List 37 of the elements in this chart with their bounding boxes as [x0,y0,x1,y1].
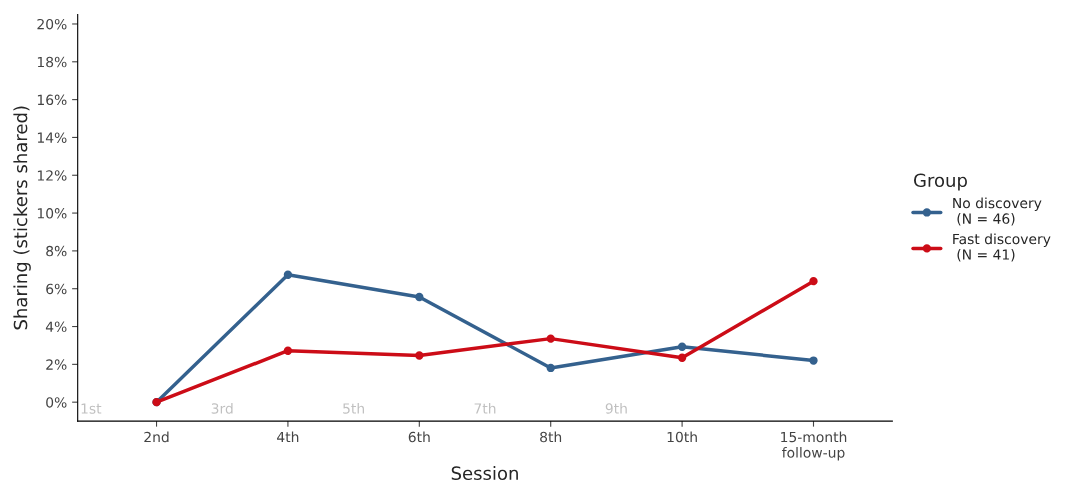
y-tick-label: 14% [37,132,67,143]
y-tick-label: 12% [37,170,67,181]
point [546,363,555,373]
x-tick-label: 10th [667,431,697,443]
x-tick-label: 15-month follow-up [781,431,847,461]
x-tick-label: 4th [277,431,299,443]
y-tick-label: 10% [37,208,67,219]
y-axis-title: Sharing (stickers shared) [13,106,31,330]
point [677,342,687,351]
x-axis-title: Session [451,466,518,481]
point [415,292,424,302]
point [415,351,424,360]
point [809,276,818,286]
x-tick-label: 6th [408,431,430,443]
y-tick-label: 20% [37,18,67,30]
point [283,346,293,355]
x-tick-label: 2nd [144,431,169,443]
y-tick-label: 0% [46,397,67,408]
x-tick-label: 8th [540,431,562,443]
legend-label: Fast discovery (N = 41) [953,233,1051,262]
y-tick-label: 16% [37,94,67,106]
y-tick-label: 4% [45,321,67,333]
annotation: 9th [605,403,627,414]
legend-label: No discovery (N = 46) [953,197,1042,226]
y-tick-label: 18% [37,56,67,68]
point [677,353,687,362]
legend-title: Group [913,173,967,191]
y-tick-label: 2% [46,359,67,370]
annotation: 5th [343,403,364,414]
y-tick-label: 8% [46,245,67,257]
annotation: 7th [474,403,496,414]
point [283,270,293,279]
point [809,356,818,365]
point [546,334,555,343]
y-tick-label: 6% [46,283,67,295]
annotation: 1st [81,403,102,414]
annotation: 3rd [211,403,233,414]
